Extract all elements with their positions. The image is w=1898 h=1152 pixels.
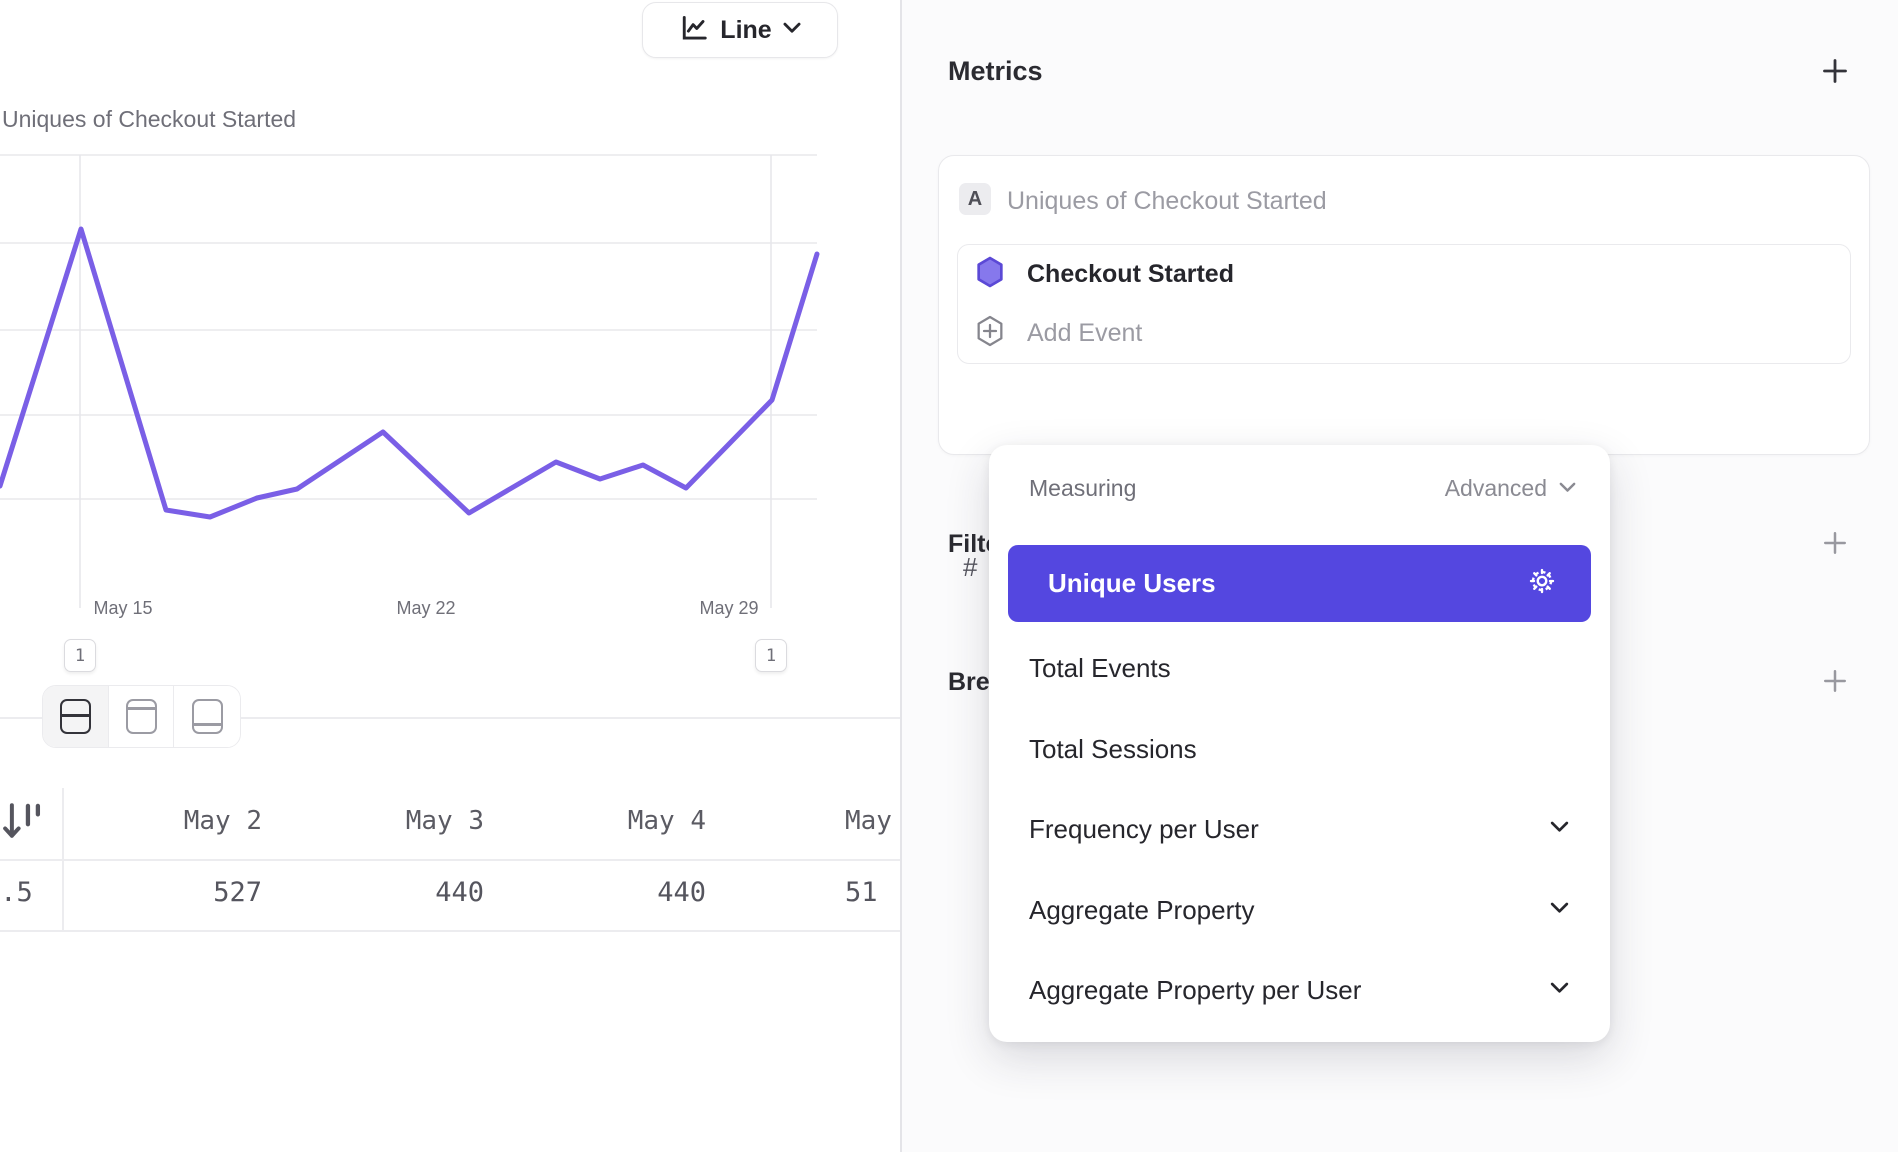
add-filter-button[interactable] (1818, 526, 1852, 560)
table-value-cell: 440 (657, 877, 706, 908)
table-header-cell[interactable]: May 4 (627, 806, 706, 836)
chart-top-icon (125, 699, 157, 734)
dropdown-item-label: Frequency per User (1029, 813, 1259, 844)
metric-card: A Uniques of Checkout Started Checkout S… (938, 155, 1870, 591)
chevron-down-icon (783, 21, 801, 39)
chart-type-button[interactable]: Line (642, 2, 838, 58)
metrics-panel: Metrics A Uniques of Checkout Started Ch… (902, 0, 1898, 1152)
dropdown-item-label: Total Sessions (1029, 733, 1197, 764)
layout-table-only-button[interactable] (174, 686, 240, 747)
chart-title: Uniques of Checkout Started (2, 106, 297, 132)
layout-split-horizontal-button[interactable] (43, 686, 109, 747)
advanced-mode-toggle[interactable]: Advanced (1445, 475, 1576, 502)
metric-name-input[interactable]: Uniques of Checkout Started (1007, 187, 1327, 215)
layout-chart-only-button[interactable] (108, 686, 175, 747)
table-bottom-icon (191, 699, 223, 734)
chevron-down-icon (1559, 480, 1576, 498)
table-header-divider (0, 859, 901, 861)
add-event-row[interactable]: Add Event (958, 304, 1850, 363)
gear-icon[interactable] (1527, 566, 1557, 601)
event-name: Checkout Started (1027, 260, 1234, 288)
x-axis-tick: May 15 (93, 598, 153, 618)
table-value-cell: 527 (213, 877, 262, 908)
table-value-cell: 0.5 (0, 877, 33, 908)
chart-type-label: Line (720, 15, 772, 44)
add-event-label: Add Event (1027, 319, 1143, 347)
line-chart-icon (679, 13, 709, 48)
x-axis-tick: May 29 (699, 598, 759, 618)
dropdown-item-unique-users[interactable]: Unique Users (1008, 545, 1591, 622)
table-value-cell: 51 (845, 877, 878, 908)
hash-symbol: # (963, 552, 978, 582)
advanced-label: Advanced (1444, 475, 1547, 501)
chevron-down-icon (1550, 820, 1569, 838)
dropdown-item-label: Aggregate Property (1029, 894, 1255, 925)
chevron-down-icon (1550, 981, 1569, 999)
chart-panel: Line Uniques of Checkout Started May 15 … (0, 0, 901, 1152)
dropdown-item-aggregate-property[interactable]: Aggregate Property (1029, 887, 1569, 933)
dropdown-item-frequency-per-user[interactable]: Frequency per User (1029, 806, 1569, 852)
split-horizontal-icon (59, 699, 91, 734)
annotation-badge[interactable]: 1 (64, 639, 96, 672)
table-header-cell[interactable]: May 2 (183, 806, 262, 836)
measuring-dropdown: Measuring Advanced Unique Users (989, 445, 1610, 1042)
measuring-label: Measuring (1029, 475, 1137, 501)
layout-toggle-group (42, 685, 241, 748)
chevron-down-icon (1550, 901, 1569, 919)
table-value-cell: 440 (435, 877, 484, 908)
table-header-cell[interactable]: May (845, 806, 892, 836)
dropdown-selected-label: Unique Users (1048, 568, 1216, 598)
line-chart (0, 154, 820, 608)
dropdown-item-total-events[interactable]: Total Events (1029, 645, 1569, 691)
panel-divider (900, 0, 902, 1152)
event-list-card: Checkout Started Add Event (957, 244, 1851, 364)
dropdown-item-label: Total Events (1029, 652, 1171, 683)
section-divider (0, 717, 901, 719)
annotation-badge[interactable]: 1 (755, 639, 787, 672)
dropdown-item-total-sessions[interactable]: Total Sessions (1029, 726, 1569, 772)
add-breakdown-button[interactable] (1818, 664, 1852, 698)
table-row-divider (0, 930, 901, 932)
metric-letter-badge: A (959, 183, 991, 215)
dropdown-item-label: Aggregate Property per User (1029, 974, 1362, 1005)
dropdown-item-aggregate-property-per-user[interactable]: Aggregate Property per User (1029, 967, 1569, 1013)
event-row[interactable]: Checkout Started (958, 245, 1850, 304)
add-metric-button[interactable] (1818, 54, 1852, 88)
x-axis-tick: May 22 (396, 598, 456, 618)
metrics-section-title: Metrics (948, 56, 1043, 86)
sort-descending-icon[interactable] (0, 799, 44, 850)
add-event-hexagon-plus-icon (975, 315, 1005, 352)
table-header-cell[interactable]: May 3 (405, 806, 484, 836)
event-hexagon-icon (975, 256, 1005, 293)
